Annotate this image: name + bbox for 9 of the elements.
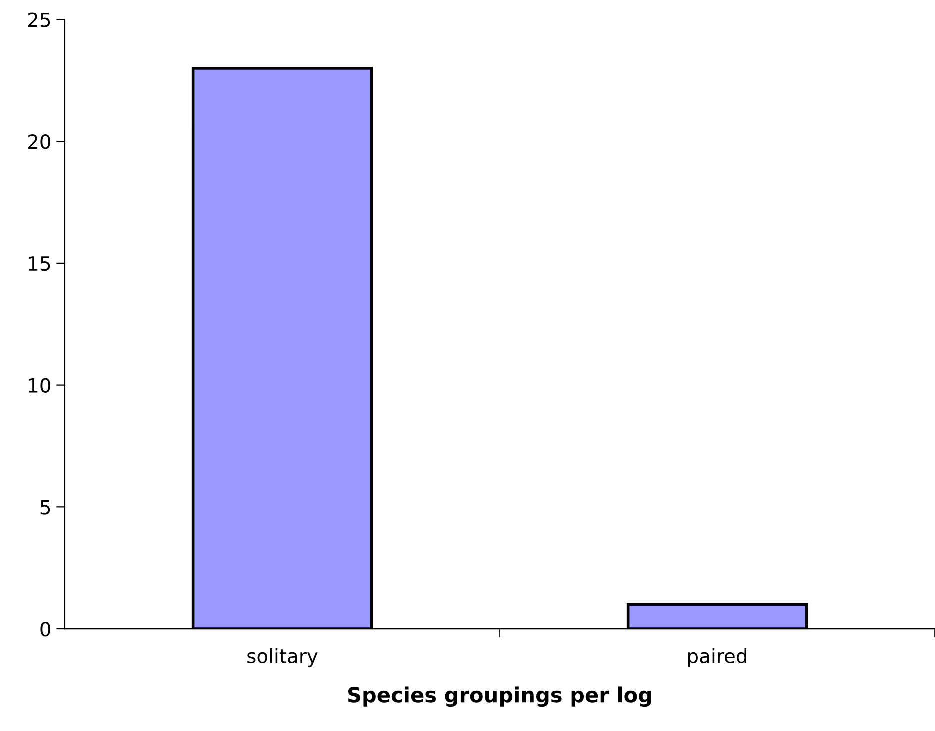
x-tick-label: paired — [688, 648, 746, 668]
y-tick-label: 15 — [29, 256, 50, 272]
y-tick-label: 25 — [28, 12, 50, 28]
y-tick-label: 20 — [28, 134, 50, 150]
x-axis-title: Species groupings per log — [348, 686, 652, 708]
y-tick-label: 10 — [29, 378, 50, 393]
y-tick-label: 5 — [40, 500, 50, 515]
y-tick-label: 0 — [40, 622, 50, 637]
x-tick-label: solitary — [248, 648, 318, 668]
